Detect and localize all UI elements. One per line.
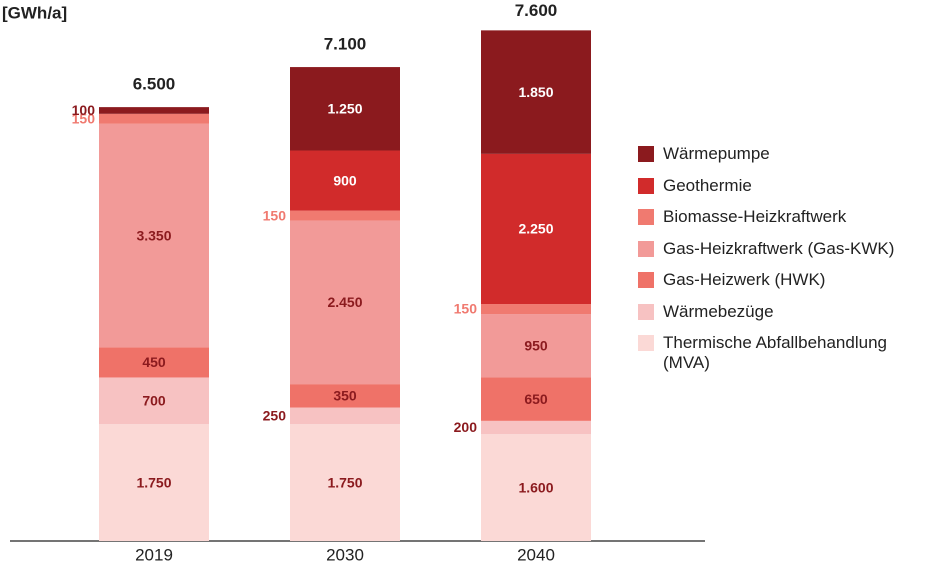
value-label: 100: [72, 102, 96, 118]
value-label: 1.600: [518, 479, 553, 495]
value-label: 650: [524, 391, 548, 407]
bar-segment: [290, 384, 400, 408]
legend-label: Wärmepumpe: [663, 144, 770, 163]
legend-swatch: [638, 240, 654, 257]
legend-swatch: [638, 272, 654, 288]
total-label: 7.600: [515, 1, 558, 20]
legend-label: Thermische Abfallbehandlung (MVA): [663, 333, 887, 372]
legend-label: Gas-Heizwerk (HWK): [663, 270, 826, 289]
value-label: 200: [454, 419, 478, 435]
bar-segment: [481, 304, 591, 315]
legend-swatch: [638, 146, 654, 162]
legend-swatch: [638, 335, 654, 351]
legend-swatch: [638, 303, 654, 320]
bar-segment: [481, 30, 591, 154]
legend-item: Gas-Heizkraftwerk (Gas-KWK): [638, 239, 934, 259]
value-label: 700: [142, 393, 166, 409]
value-label: 250: [263, 408, 287, 424]
bar-segment: [99, 377, 209, 425]
total-label: 6.500: [133, 75, 176, 94]
bar-segment: [481, 314, 591, 378]
legend-label: Wärmebezüge: [663, 301, 774, 321]
y-axis-label: [GWh/a]: [2, 3, 67, 22]
legend-swatch: [638, 177, 654, 194]
legend-item: Wärmebezüge: [638, 302, 934, 322]
bar-segment: [99, 424, 209, 541]
value-label: 1.250: [327, 100, 362, 116]
value-label: 1.750: [136, 474, 171, 490]
legend-item: Geothermie: [638, 176, 934, 196]
value-label: 2.450: [327, 294, 362, 310]
value-label: 350: [333, 388, 357, 404]
total-label: 7.100: [324, 35, 367, 54]
bar-segment: [481, 420, 591, 435]
legend-item: Gas-Heizwerk (HWK): [638, 270, 934, 290]
value-label: 900: [333, 172, 357, 188]
value-label: 1.750: [327, 474, 362, 490]
bar-segment: [481, 153, 591, 305]
bar-segment: [99, 123, 209, 348]
legend-label: Gas-Heizkraftwerk (Gas-KWK): [663, 238, 895, 258]
value-label: 450: [142, 354, 166, 370]
legend-item: Thermische Abfallbehandlung (MVA): [638, 333, 934, 373]
bar-segment: [290, 150, 400, 211]
value-label: 1.850: [518, 84, 553, 100]
legend-label: Biomasse-Heizkraftwerk: [663, 207, 847, 226]
x-tick-label: 2030: [326, 545, 364, 564]
value-label: 150: [263, 207, 287, 223]
legend-swatch: [638, 209, 654, 225]
bar-segment: [290, 220, 400, 385]
legend-item: Biomasse-Heizkraftwerk: [638, 207, 934, 227]
bar-segment: [481, 377, 591, 421]
value-label: 2.250: [518, 221, 553, 237]
bar-segment: [290, 407, 400, 425]
value-label: 950: [524, 337, 548, 353]
legend-item: Wärmepumpe: [638, 144, 934, 164]
value-label: 3.350: [136, 227, 171, 243]
bar-segment: [290, 210, 400, 221]
x-tick-label: 2040: [517, 545, 555, 564]
value-label: 150: [72, 111, 96, 127]
value-label: 150: [454, 301, 478, 317]
bar-segment: [290, 67, 400, 151]
legend-label: Geothermie: [663, 175, 752, 195]
bar-segment: [99, 107, 209, 114]
bar-segment: [99, 113, 209, 124]
x-tick-label: 2019: [135, 545, 173, 564]
bar-segment: [99, 347, 209, 378]
bar-segment: [481, 434, 591, 541]
bar-segment: [290, 424, 400, 541]
